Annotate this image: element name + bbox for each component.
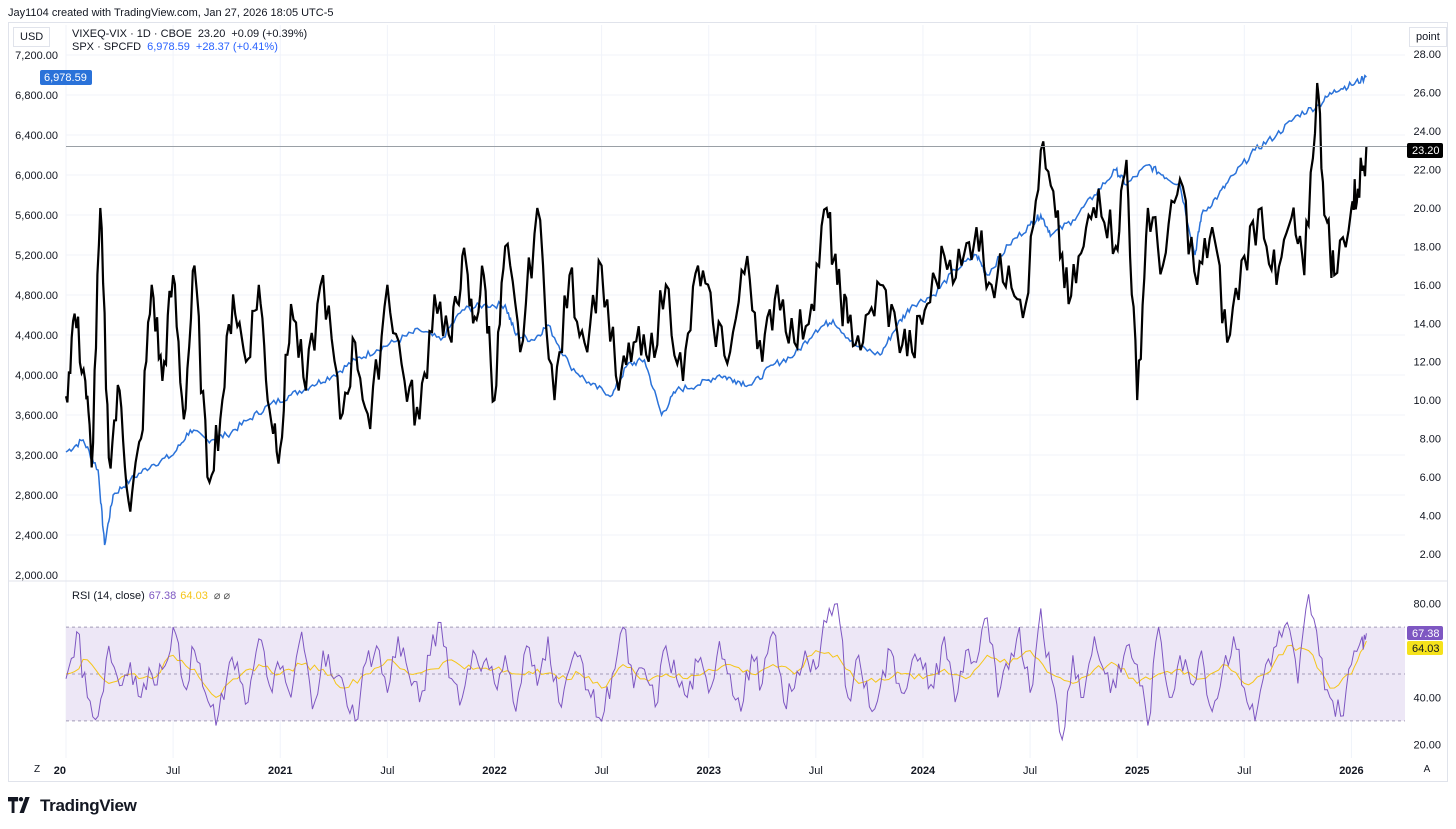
spx-last-badge bbox=[40, 70, 92, 85]
left-axis-tick-label: 4,800.00 bbox=[15, 290, 58, 302]
right-axis-tick-label: 18.00 bbox=[1413, 241, 1441, 253]
vix-legend-value: 23.20 bbox=[197, 28, 226, 40]
right-axis-tick-label: 10.00 bbox=[1413, 395, 1441, 407]
rsi-ma-last-badge-text: 64.03 bbox=[1412, 643, 1440, 655]
spx-series-line bbox=[65, 74, 1367, 546]
time-axis-tick-label: 2023 bbox=[696, 765, 720, 777]
rsi-series-line bbox=[65, 594, 1367, 742]
vix-legend-symbol: VIXEQ-VIX · 1D · CBOE bbox=[72, 28, 192, 40]
spx-legend[interactable]: SPX · SPCFD 6,978.59 +28.37 (+0.41%) bbox=[72, 41, 278, 54]
vix-legend-change: +0.09 (+0.39%) bbox=[231, 28, 308, 40]
rsi-axis-tick-label: 40.00 bbox=[1413, 692, 1441, 704]
left-axis-tick-label: 3,200.00 bbox=[15, 450, 58, 462]
visibility-icon[interactable]: ⌀ ⌀ bbox=[213, 590, 231, 602]
brand-name: TradingView bbox=[40, 796, 137, 815]
left-axis-tick-label: 6,400.00 bbox=[15, 130, 58, 142]
rsi-legend[interactable]: RSI (14, close) 67.38 64.03 ⌀ ⌀ bbox=[72, 589, 230, 602]
vix-series-line bbox=[64, 82, 1368, 512]
time-axis-tick-label: 2022 bbox=[482, 765, 506, 777]
rsi-axis-tick-label: 20.00 bbox=[1413, 739, 1441, 751]
spx-legend-value: 6,978.59 bbox=[147, 41, 190, 53]
rsi-axis-tick-label: 80.00 bbox=[1413, 599, 1441, 611]
left-axis-tick-label: 6,800.00 bbox=[15, 90, 58, 102]
left-axis-tick-label: 2,400.00 bbox=[15, 530, 58, 542]
right-axis-tick-label: 24.00 bbox=[1413, 126, 1441, 138]
rsi-legend-value: 67.38 bbox=[148, 590, 177, 602]
time-axis-tick-label: Jul bbox=[1237, 765, 1251, 777]
auto-scale-z-button[interactable]: Z bbox=[33, 764, 41, 775]
spx-legend-change: +28.37 (+0.41%) bbox=[195, 41, 278, 53]
left-axis-tick-label: 4,000.00 bbox=[15, 370, 58, 382]
right-axis-tick-label: 6.00 bbox=[1420, 472, 1441, 484]
time-axis-tick-label: 2021 bbox=[268, 765, 292, 777]
chart-frame bbox=[8, 22, 1448, 782]
right-unit-label[interactable]: point bbox=[1409, 27, 1447, 47]
right-axis-tick-label: 4.00 bbox=[1420, 510, 1441, 522]
right-axis-tick-label: 12.00 bbox=[1413, 357, 1441, 369]
right-axis-tick-label: 26.00 bbox=[1413, 88, 1441, 100]
right-axis-tick-label: 2.00 bbox=[1420, 549, 1441, 561]
spx-last-badge-text: 6,978.59 bbox=[44, 72, 87, 84]
tradingview-logo[interactable]: TradingView bbox=[8, 796, 137, 816]
vix-last-badge bbox=[1407, 143, 1443, 158]
created-with-caption: Jay1104 created with TradingView.com, Ja… bbox=[8, 7, 334, 19]
rsi-ma-last-badge bbox=[1407, 641, 1443, 655]
left-axis-tick-label: 6,000.00 bbox=[15, 170, 58, 182]
time-axis-ticks: 20 Jul 2021 Jul 2022 Jul 2023 Jul 2024 Jul 2025 Jul… bbox=[54, 765, 1364, 777]
tradingview-logo-icon bbox=[8, 797, 30, 813]
rsi-guide-lines bbox=[66, 626, 1405, 722]
vix-legend[interactable]: VIXEQ-VIX · 1D · CBOE 23.20 +0.09 (+0.39%) bbox=[72, 28, 307, 41]
left-unit-label[interactable]: USD bbox=[13, 27, 51, 47]
rsi-last-badge-text: 67.38 bbox=[1412, 628, 1440, 640]
left-axis-tick-label: 7,200.00 bbox=[15, 50, 58, 62]
time-axis-tick-label: Jul bbox=[1023, 765, 1037, 777]
left-axis-ticks: 2,000.00 2,400.00 2,800.00 3,200.00 3,600.00… bbox=[15, 50, 58, 582]
left-axis-tick-label: 5,600.00 bbox=[15, 210, 58, 222]
spx-legend-symbol: SPX · SPCFD bbox=[72, 41, 142, 53]
time-axis-tick-label: Jul bbox=[380, 765, 394, 777]
time-axis-tick-label: Jul bbox=[166, 765, 180, 777]
right-axis-ticks: 2.00 4.00 6.00 8.00 10.00 12.00 14.00 16.00 18.0… bbox=[1413, 49, 1441, 561]
right-axis-tick-label: 14.00 bbox=[1413, 318, 1441, 330]
right-axis-tick-label: 8.00 bbox=[1420, 434, 1441, 446]
time-axis-tick-label: Jul bbox=[595, 765, 609, 777]
left-axis-tick-label: 2,800.00 bbox=[15, 490, 58, 502]
left-axis-tick-label: 3,600.00 bbox=[15, 410, 58, 422]
rsi-legend-label: RSI (14, close) bbox=[72, 590, 145, 602]
auto-scale-a-button[interactable]: A bbox=[1423, 764, 1431, 775]
time-axis-tick-label: Jul bbox=[809, 765, 823, 777]
time-axis-tick-label: 2025 bbox=[1125, 765, 1149, 777]
right-axis-tick-label: 20.00 bbox=[1413, 203, 1441, 215]
right-axis-tick-label: 22.00 bbox=[1413, 165, 1441, 177]
rsi-legend-ma-value: 64.03 bbox=[180, 590, 208, 602]
rsi-last-badge bbox=[1407, 626, 1443, 640]
time-axis-tick-label: 2024 bbox=[911, 765, 936, 777]
time-axis-tick-label: 20 bbox=[54, 765, 66, 777]
right-axis-tick-label: 16.00 bbox=[1413, 280, 1441, 292]
right-axis-tick-label: 28.00 bbox=[1413, 49, 1441, 61]
left-axis-tick-label: 2,000.00 bbox=[15, 570, 58, 582]
left-axis-tick-label: 5,200.00 bbox=[15, 250, 58, 262]
left-axis-tick-label: 4,400.00 bbox=[15, 330, 58, 342]
vix-last-badge-text: 23.20 bbox=[1412, 145, 1440, 157]
time-axis-tick-label: 2026 bbox=[1339, 765, 1363, 777]
